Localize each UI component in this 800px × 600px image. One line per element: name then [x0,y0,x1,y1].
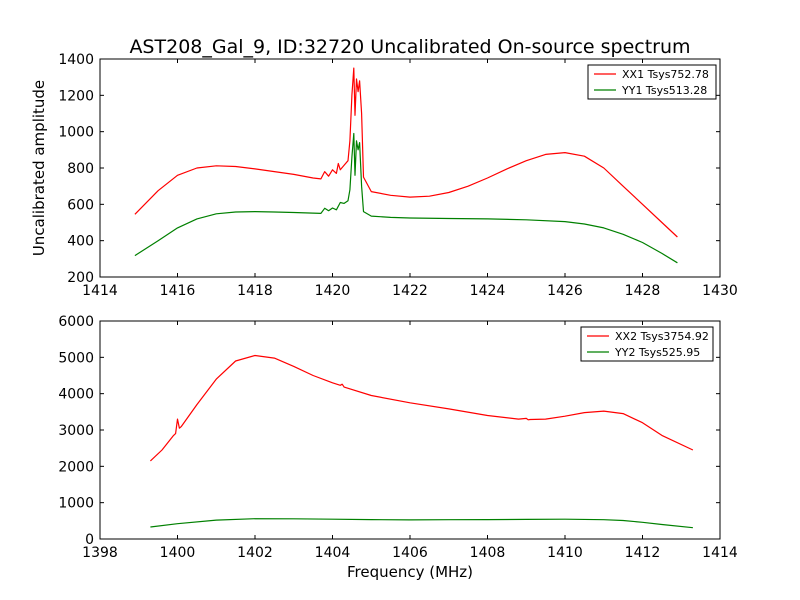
x-tick-label: 1404 [315,545,351,561]
x-tick-label: 1416 [160,283,196,299]
y-tick-label: 6000 [58,314,94,330]
legend-label: XX2 Tsys3754.92 [615,330,709,343]
series-line-1 [149,354,694,462]
chart-panel-2: 1398 1400 1402 1404 1406 1408 1410 1412 1414 0 100… [58,314,738,561]
x-tick-label: 1402 [237,545,273,561]
y-tick-label: 200 [67,270,94,286]
legend: XX1 Tsys752.78 YY1 Tsys513.28 [587,64,717,100]
y-tick-label: 400 [67,234,94,250]
series-line-1 [134,67,678,238]
y-tick-label: 0 [85,532,94,548]
x-tick-label: 1400 [160,545,196,561]
series-group [149,354,694,529]
series-line-2 [134,132,678,264]
x-tick-label: 1422 [392,283,428,299]
series-group [134,67,678,264]
x-tick-label: 1406 [392,545,428,561]
series-line-2 [150,518,693,529]
x-tick-label: 1412 [625,545,661,561]
x-tick-label: 1408 [470,545,506,561]
y-tick-label: 2000 [58,459,94,475]
y-tick-label: 4000 [58,387,94,403]
legend-box [587,64,717,100]
legend-label: XX1 Tsys752.78 [622,68,709,81]
x-tick-label: 1414 [82,283,118,299]
legend-label: YY2 Tsys525.95 [614,346,700,359]
y-tick-label: 1200 [58,88,94,104]
x-tick-label: 1428 [625,283,661,299]
x-tick-label: 1410 [547,545,583,561]
legend: XX2 Tsys3754.92 YY2 Tsys525.95 [580,326,714,362]
y-axis-label: Uncalibrated amplitude [30,80,48,256]
y-tick-label: 600 [67,197,94,213]
x-tick-label: 1420 [315,283,351,299]
y-tick-label: 3000 [58,423,94,439]
x-tick-label: 1414 [702,545,738,561]
chart-panel-1: 1414 1416 1418 1420 1422 1424 1426 1428 1430 200 4… [58,52,737,299]
y-tick-label: 5000 [58,350,94,366]
y-tick-label: 800 [67,161,94,177]
x-tick-label: 1418 [237,283,273,299]
x-axis-label: Frequency (MHz) [347,563,473,581]
chart-panels: 1414 1416 1418 1420 1422 1424 1426 1428 1430 200 4… [58,52,738,561]
y-tick-label: 1400 [58,52,94,68]
x-tick-label: 1430 [702,283,738,299]
legend-box [580,326,714,362]
y-tick-label: 1000 [58,496,94,512]
chart-title: AST208_Gal_9, ID:32720 Uncalibrated On-s… [129,36,690,58]
x-tick-label: 1424 [470,283,506,299]
x-tick-label: 1426 [547,283,583,299]
legend-label: YY1 Tsys513.28 [621,84,707,97]
y-tick-label: 1000 [58,125,94,141]
x-tick-label: 1398 [82,545,118,561]
